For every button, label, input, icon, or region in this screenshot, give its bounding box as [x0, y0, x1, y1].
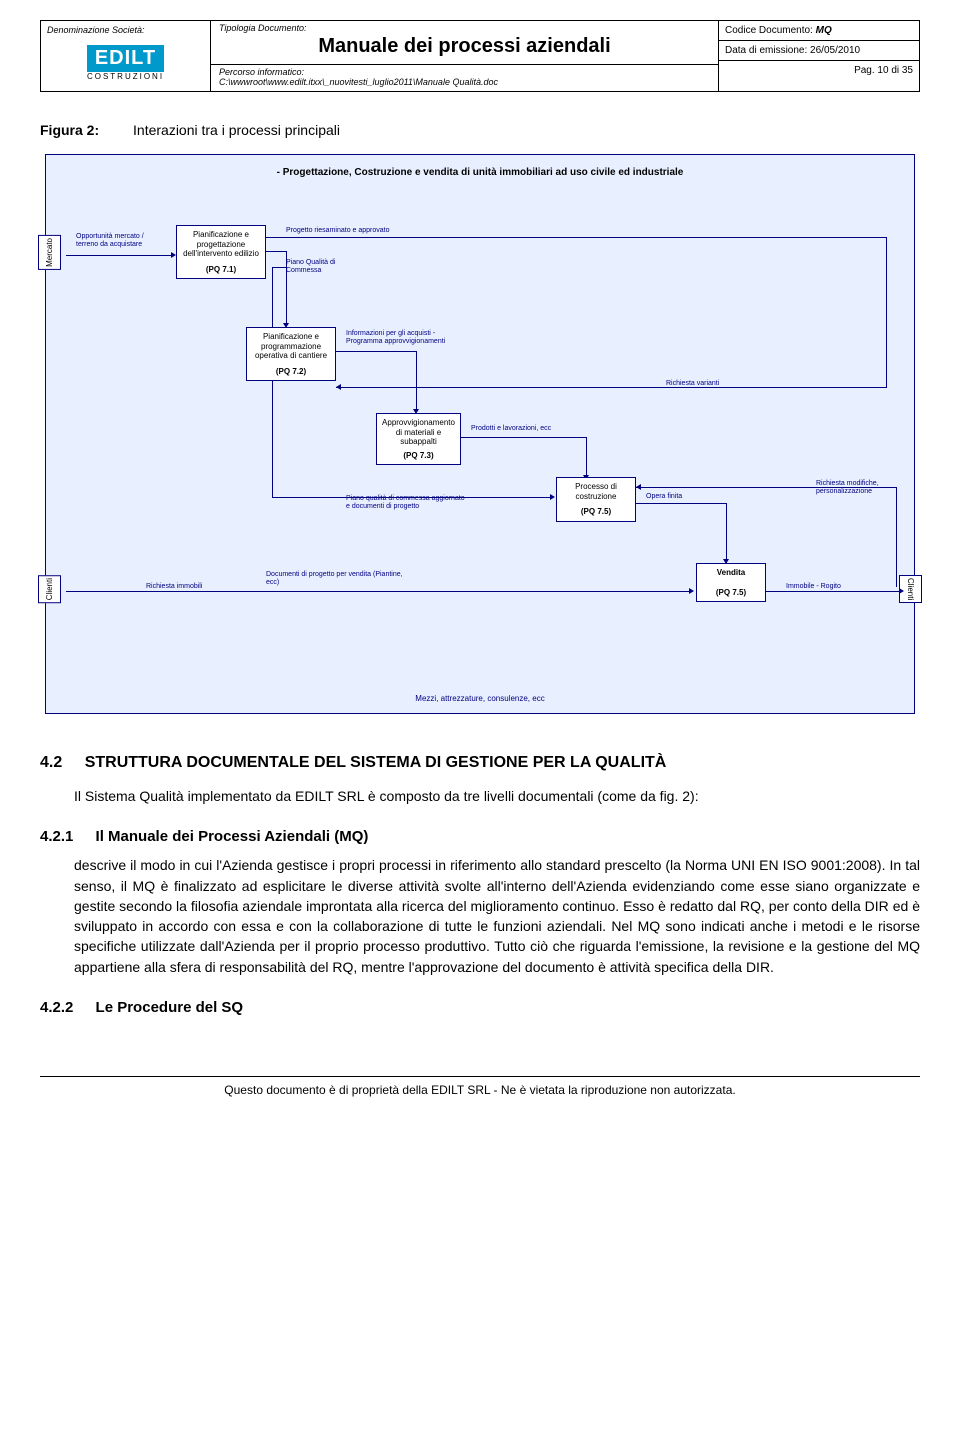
section-4-2-2-num: 4.2.2: [40, 999, 73, 1016]
line: [416, 351, 417, 411]
arrowhead-icon: [636, 484, 641, 490]
doc-page-row: Pag. 10 di 35: [719, 61, 919, 80]
label-progetto: Progetto riesaminato e approvato: [286, 227, 406, 235]
box-pq72-code: (PQ 7.2): [251, 367, 331, 377]
section-4-2-title: STRUTTURA DOCUMENTALE DEL SISTEMA DI GES…: [85, 754, 667, 771]
label-opportunita: Opportunità mercato / terreno da acquist…: [76, 233, 146, 248]
header-title-block: Tipologia Documento: Manuale dei process…: [211, 21, 718, 65]
box-pq75a-code: (PQ 7.5): [561, 507, 631, 517]
box-pq71-code: (PQ 7.1): [181, 265, 261, 275]
section-4-2-para: Il Sistema Qualità implementato da EDILT…: [74, 786, 920, 806]
header-col-company: Denominazione Società: EDILT COSTRUZIONI: [41, 21, 211, 91]
page-footer: Questo documento è di proprietà della ED…: [40, 1076, 920, 1097]
box-pq72-text: Pianificazione e programmazione operativ…: [251, 332, 331, 361]
logo-text: EDILT: [87, 45, 164, 72]
label-prodotti: Prodotti e lavorazioni, ecc: [471, 425, 571, 433]
line: [886, 237, 887, 307]
section-4-2-1-title: Il Manuale dei Processi Aziendali (MQ): [96, 828, 369, 845]
line: [896, 487, 897, 587]
line: [461, 437, 586, 438]
box-pq71: Pianificazione e progettazione dell'inte…: [176, 225, 266, 279]
figure-number: Figura 2:: [40, 122, 99, 138]
company-logo: EDILT COSTRUZIONI: [47, 39, 204, 87]
doc-header: Denominazione Società: EDILT COSTRUZIONI…: [40, 20, 920, 92]
header-col-title: Tipologia Documento: Manuale dei process…: [211, 21, 719, 91]
box-pq71-text: Pianificazione e progettazione dell'inte…: [181, 230, 261, 259]
section-4-2-heading: 4.2 STRUTTURA DOCUMENTALE DEL SISTEMA DI…: [40, 754, 920, 772]
arrowhead-icon: [336, 384, 341, 390]
path-label: Percorso informatico:: [219, 67, 710, 77]
logo-subtext: COSTRUZIONI: [87, 72, 164, 81]
line: [272, 497, 552, 498]
box-pq75a-text: Processo di costruzione: [561, 482, 631, 501]
box-pq73-code: (PQ 7.3): [381, 451, 456, 461]
header-col-meta: Codice Documento: MQ Data di emissione: …: [719, 21, 919, 91]
box-vendita-code: (PQ 7.5): [701, 588, 761, 598]
header-path-block: Percorso informatico: C:\wwwroot\www.edi…: [211, 65, 718, 91]
label-richiesta-immobili: Richiesta immobili: [146, 583, 226, 591]
box-pq73: Approvvigionamento di materiali e subapp…: [376, 413, 461, 465]
box-pq72: Pianificazione e programmazione operativ…: [246, 327, 336, 381]
line: [266, 251, 286, 252]
doc-code-label: Codice Documento:: [725, 25, 813, 36]
box-pq73-text: Approvvigionamento di materiali e subapp…: [381, 418, 456, 447]
figure-caption-text: Interazioni tra i processi principali: [133, 122, 340, 138]
section-4-2-1-heading: 4.2.1 Il Manuale dei Processi Aziendali …: [40, 828, 920, 845]
line: [336, 387, 886, 388]
doc-code-value: MQ: [816, 25, 832, 36]
doc-date-label: Data di emissione:: [725, 45, 807, 56]
path-value: C:\wwwroot\www.edilt.itxx\_nuovitesti_lu…: [219, 77, 710, 87]
flowchart: - Progettazione, Costruzione e vendita d…: [45, 154, 915, 714]
doc-date-value: 26/05/2010: [810, 45, 860, 56]
side-tag-clienti-left: Clienti: [38, 575, 61, 603]
arrowhead-icon: [550, 494, 555, 500]
line: [886, 305, 887, 388]
line: [336, 351, 416, 352]
label-immobile-rogito: Immobile - Rogito: [786, 583, 866, 591]
line: [726, 503, 727, 563]
section-4-2-1-num: 4.2.1: [40, 828, 73, 845]
box-vendita-text: Vendita: [701, 568, 761, 578]
line: [266, 237, 886, 238]
label-doc-vendita: Documenti di progetto per vendita (Piant…: [266, 571, 406, 586]
figure-caption: Figura 2: Interazioni tra i processi pri…: [40, 122, 920, 138]
arrowhead-icon: [899, 588, 904, 594]
arrowhead-icon: [689, 588, 694, 594]
line: [272, 267, 286, 268]
line: [66, 591, 691, 592]
footer-text: Questo documento è di proprietà della ED…: [224, 1083, 735, 1097]
doc-type-label: Tipologia Documento:: [219, 23, 710, 33]
doc-title: Manuale dei processi aziendali: [219, 33, 710, 62]
label-info: Informazioni per gli acquisti - Programm…: [346, 330, 446, 345]
flowchart-title: - Progettazione, Costruzione e vendita d…: [46, 167, 914, 178]
doc-date-row: Data di emissione: 26/05/2010: [719, 41, 919, 61]
line: [766, 591, 901, 592]
page: Denominazione Società: EDILT COSTRUZIONI…: [0, 0, 960, 1137]
section-4-2-2-heading: 4.2.2 Le Procedure del SQ: [40, 999, 920, 1016]
box-pq75-costruzione: Processo di costruzione (PQ 7.5): [556, 477, 636, 522]
line: [586, 437, 587, 477]
line: [636, 503, 726, 504]
doc-code-row: Codice Documento: MQ: [719, 21, 919, 41]
doc-page: Pag. 10 di 35: [854, 65, 913, 76]
side-tag-mercato: Mercato: [38, 235, 61, 270]
box-vendita: Vendita (PQ 7.5): [696, 563, 766, 602]
label-opera-finita: Opera finita: [646, 493, 706, 501]
company-label: Denominazione Società:: [47, 25, 204, 35]
arrow: [66, 255, 171, 256]
section-4-2-2-title: Le Procedure del SQ: [96, 999, 244, 1016]
label-piano-qualita: Piano Qualità di Commessa: [286, 259, 366, 274]
line: [272, 267, 273, 497]
line: [286, 251, 287, 311]
section-4-2-1-para: descrive il modo in cui l'Azienda gestis…: [74, 855, 920, 977]
line: [636, 487, 896, 488]
section-4-2-num: 4.2: [40, 754, 62, 771]
flowchart-footer: Mezzi, attrezzature, consulenze, ecc: [46, 694, 914, 703]
